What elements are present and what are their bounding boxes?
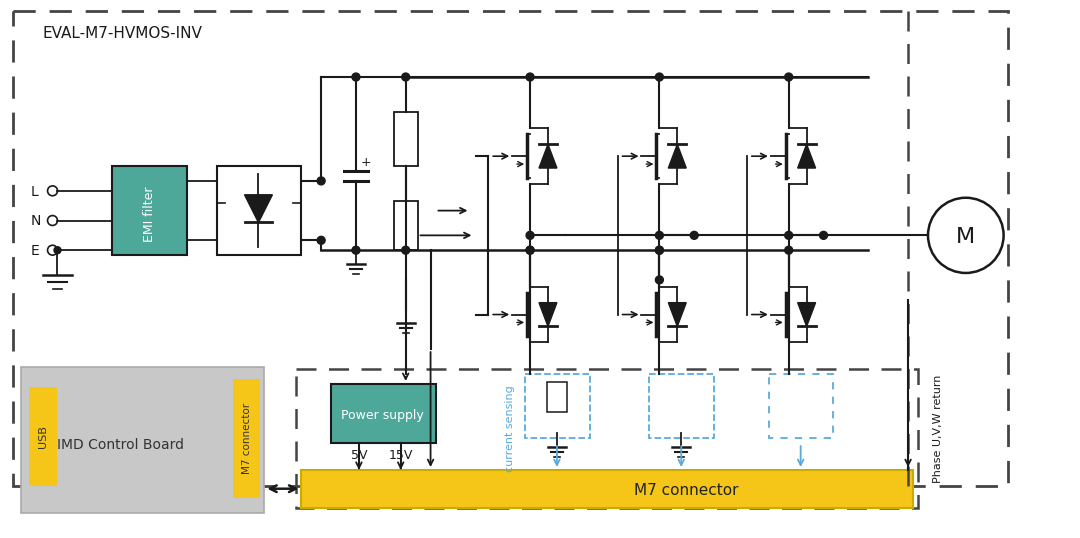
Bar: [301, 470, 913, 507]
Bar: [217, 166, 301, 255]
Text: EMI filter: EMI filter: [143, 187, 156, 242]
Text: current sensing: current sensing: [505, 385, 515, 472]
Text: 5V: 5V: [351, 449, 367, 462]
Circle shape: [656, 231, 663, 239]
Circle shape: [928, 198, 1003, 273]
Polygon shape: [669, 303, 686, 327]
Circle shape: [526, 73, 534, 81]
Circle shape: [526, 231, 534, 239]
Polygon shape: [539, 303, 557, 327]
Bar: [332, 384, 435, 443]
Bar: [13, 11, 1008, 486]
Text: 15V: 15V: [389, 449, 413, 462]
Bar: [394, 201, 418, 250]
Circle shape: [402, 246, 409, 254]
Text: L: L: [30, 185, 39, 199]
Bar: [112, 166, 187, 255]
Text: IMD Control Board: IMD Control Board: [56, 438, 184, 452]
Circle shape: [656, 246, 663, 254]
Text: USB: USB: [38, 425, 48, 448]
Circle shape: [402, 73, 409, 81]
Polygon shape: [798, 144, 815, 168]
Circle shape: [352, 73, 360, 81]
Bar: [296, 369, 918, 507]
Bar: [394, 112, 418, 166]
Bar: [232, 379, 260, 498]
Circle shape: [526, 246, 534, 254]
Circle shape: [690, 231, 698, 239]
Text: M: M: [956, 228, 975, 247]
Bar: [525, 374, 590, 438]
Circle shape: [352, 246, 360, 254]
Circle shape: [54, 247, 60, 253]
Circle shape: [785, 246, 793, 254]
Circle shape: [526, 246, 534, 254]
Circle shape: [785, 73, 793, 81]
Polygon shape: [539, 144, 557, 168]
Text: +: +: [361, 156, 372, 169]
Polygon shape: [244, 195, 272, 223]
Circle shape: [820, 231, 827, 239]
Text: Phase U,V,W return: Phase U,V,W return: [933, 374, 943, 483]
Polygon shape: [669, 144, 686, 168]
Text: EVAL-M7-HVMOS-INV: EVAL-M7-HVMOS-INV: [42, 26, 202, 41]
Bar: [21, 367, 265, 513]
Text: Power supply: Power supply: [341, 409, 424, 422]
Circle shape: [656, 276, 663, 284]
Bar: [546, 382, 567, 412]
Circle shape: [656, 246, 663, 254]
Circle shape: [785, 231, 793, 239]
Bar: [769, 374, 834, 438]
Text: M7 connector: M7 connector: [634, 483, 739, 498]
Circle shape: [318, 177, 325, 185]
Circle shape: [318, 236, 325, 244]
Bar: [29, 387, 56, 486]
Circle shape: [656, 73, 663, 81]
Text: M7 connector: M7 connector: [242, 402, 252, 474]
Bar: [649, 374, 714, 438]
Text: N: N: [30, 215, 41, 229]
Polygon shape: [798, 303, 815, 327]
Text: E: E: [30, 244, 39, 258]
